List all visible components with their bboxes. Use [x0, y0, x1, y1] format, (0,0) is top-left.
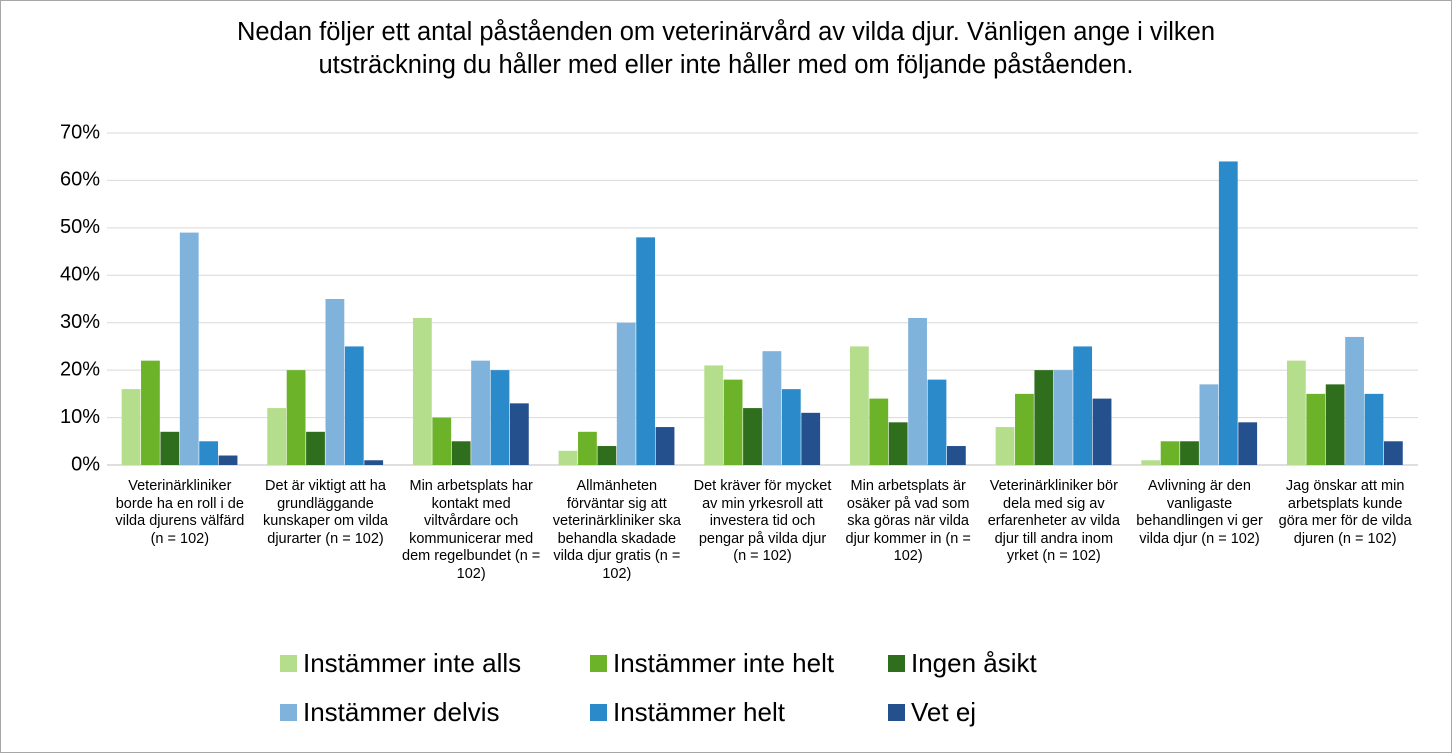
bar — [412, 317, 432, 465]
bar — [1034, 370, 1054, 465]
bar — [509, 403, 529, 465]
legend-item: Instämmer inte helt — [590, 648, 834, 679]
y-tick-label: 70% — [60, 121, 100, 143]
legend-item: Instämmer delvis — [280, 697, 500, 728]
bar — [743, 408, 762, 465]
bar — [1092, 398, 1112, 465]
legend-item: Instämmer inte alls — [280, 648, 521, 679]
legend-item: Ingen åsikt — [888, 648, 1037, 679]
x-tick-label: Jag önskar att min arbetsplats kunde gör… — [1278, 478, 1412, 547]
bar — [1199, 384, 1219, 465]
x-tick-label: Min arbetsplats är osäker på vad som ska… — [845, 478, 971, 564]
legend-swatch — [888, 704, 905, 721]
x-tick-label: Avlivning är den vanligaste behandlingen… — [1136, 478, 1263, 547]
bar — [781, 389, 801, 465]
x-tick-label: Veterinärkliniker borde ha en roll i de … — [115, 478, 245, 547]
bar — [616, 322, 636, 465]
bar — [432, 417, 452, 465]
bar — [1053, 370, 1073, 465]
bar — [325, 299, 345, 465]
x-tick-label: Det kräver för mycket av min yrkesroll a… — [693, 478, 832, 564]
bar — [558, 450, 578, 465]
legend-swatch — [888, 655, 905, 672]
legend-label: Instämmer inte alls — [303, 648, 522, 678]
bar — [471, 360, 490, 465]
legend-label: Instämmer inte helt — [613, 648, 835, 678]
legend: Instämmer inte alls Instämmer inte helt In… — [0, 648, 1452, 748]
legend-label: Instämmer helt — [613, 697, 785, 727]
bar — [849, 346, 869, 465]
y-tick-label: 20% — [60, 358, 100, 380]
legend-label: Vet ej — [911, 697, 977, 727]
bar — [1238, 422, 1258, 465]
bar — [451, 441, 471, 465]
y-tick-label: 0% — [71, 453, 100, 475]
bar — [1015, 393, 1034, 465]
bar — [908, 317, 927, 465]
bar — [121, 389, 141, 465]
bar — [1218, 161, 1238, 465]
bar — [578, 431, 597, 465]
bar — [286, 370, 306, 465]
y-tick-label: 10% — [60, 406, 100, 428]
bar — [1180, 441, 1199, 465]
bar — [1306, 393, 1326, 465]
bar — [179, 232, 199, 465]
legend-item: Instämmer helt — [590, 697, 785, 728]
bar — [869, 398, 889, 465]
bar — [704, 365, 724, 465]
bar — [141, 360, 160, 465]
x-tick-label: Veterinärkliniker bör dela med sig av er… — [987, 478, 1120, 564]
y-tick-label: 60% — [60, 169, 100, 191]
y-tick-label: 40% — [60, 264, 100, 286]
legend-swatch — [280, 704, 297, 721]
bar — [597, 446, 617, 465]
bar — [946, 446, 966, 465]
bar — [267, 408, 287, 465]
x-tick-label: Min arbetsplats har kontakt med viltvård… — [402, 478, 541, 582]
legend-label: Instämmer delvis — [303, 697, 500, 727]
legend-swatch — [590, 655, 607, 672]
bar — [655, 427, 675, 465]
x-tick-label: Allmänheten förväntar sig att veterinärk… — [552, 478, 681, 582]
bar — [723, 379, 743, 465]
bar — [218, 455, 238, 465]
bar — [306, 431, 325, 465]
legend-swatch — [280, 655, 297, 672]
bar — [1160, 441, 1180, 465]
bar — [927, 379, 947, 465]
bar — [636, 237, 656, 465]
bar — [1325, 384, 1345, 465]
bar — [344, 346, 364, 465]
y-tick-label: 50% — [60, 216, 100, 238]
bar — [1073, 346, 1093, 465]
x-tick-label: Det är viktigt att ha grundläggande kuns… — [263, 478, 388, 547]
bar — [1286, 360, 1306, 465]
bar — [888, 422, 908, 465]
bar — [801, 412, 821, 465]
y-tick-label: 30% — [60, 311, 100, 333]
chart-title: Nedan följer ett antal påståenden om vet… — [236, 18, 1216, 79]
bar — [1345, 336, 1364, 465]
bar — [364, 460, 384, 465]
legend-item: Vet ej — [888, 697, 976, 728]
legend-swatch — [590, 704, 607, 721]
bar — [199, 441, 219, 465]
bar — [1141, 460, 1161, 465]
bar — [160, 431, 180, 465]
bar — [995, 427, 1015, 465]
bar — [1364, 393, 1384, 465]
legend-label: Ingen åsikt — [911, 648, 1037, 678]
bar — [1383, 441, 1403, 465]
bar — [490, 370, 510, 465]
bar — [762, 351, 782, 465]
